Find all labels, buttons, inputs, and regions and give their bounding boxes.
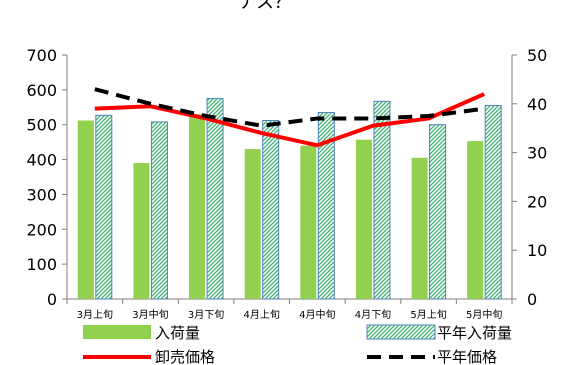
bar-avg-arrival	[429, 124, 447, 300]
y-left-tick-label: 700	[26, 46, 57, 65]
legend-label-avg-arrival: 平年入荷量	[437, 324, 512, 342]
bar-avg-arrival	[150, 121, 168, 300]
bar-arrival	[411, 157, 428, 299]
y-left-tick-label: 500	[26, 116, 57, 135]
bar-avg-arrival	[484, 105, 502, 300]
bar-avg-arrival	[262, 120, 280, 300]
x-tick-label: 4月中旬	[299, 308, 335, 321]
tick-labels: 0 100 200 300 400 500 600 700 0 10 20 30 40 50 3月上旬 3月中…	[26, 46, 547, 321]
x-tick-label: 3月上旬	[77, 308, 113, 321]
line-avg-price	[94, 87, 485, 128]
x-tick-label: 5月中旬	[466, 308, 502, 321]
y-right-tick-label: 20	[527, 192, 547, 211]
y-left-tick-label: 0	[47, 290, 57, 309]
legend-label-price: 卸売価格	[155, 348, 215, 365]
bar-arrival	[244, 149, 261, 299]
x-tick-label: 3月下旬	[188, 308, 224, 321]
chart-title-fragment: ナス？	[238, 0, 292, 13]
bar-arrival	[467, 141, 484, 299]
y-left-tick-label: 300	[26, 185, 57, 204]
bar-arrival	[189, 114, 206, 299]
y-right-tick-label: 10	[527, 241, 547, 260]
bar-arrival	[77, 120, 94, 299]
bar-avg-arrival	[206, 98, 224, 300]
x-tick-label: 4月上旬	[244, 308, 280, 321]
y-left-tick-label: 400	[26, 151, 57, 170]
bars	[77, 98, 502, 300]
bar-arrival	[355, 139, 372, 299]
line-wholesale-price	[94, 92, 485, 148]
lines	[94, 87, 485, 148]
y-right-tick-label: 50	[527, 46, 547, 65]
x-tick-label: 5月上旬	[410, 308, 446, 321]
y-right-tick-label: 0	[527, 290, 537, 309]
y-left-tick-label: 100	[26, 255, 57, 274]
legend-swatch-avg-arrival	[366, 324, 436, 340]
y-left-tick-label: 200	[26, 220, 57, 239]
y-right-tick-label: 40	[527, 95, 547, 114]
x-tick-label: 4月下旬	[355, 308, 391, 321]
x-tick-label: 3月中旬	[132, 308, 168, 321]
legend-label-arrival: 入荷量	[155, 324, 200, 342]
legend-swatch-arrival	[83, 325, 151, 339]
bar-avg-arrival	[317, 112, 335, 300]
y-right-tick-label: 30	[527, 144, 547, 163]
bar-arrival	[133, 163, 150, 299]
bar-arrival	[300, 145, 317, 299]
bar-avg-arrival	[373, 100, 391, 300]
y-left-tick-label: 600	[26, 81, 57, 100]
axes	[62, 54, 517, 304]
legend-label-avg-price: 平年価格	[437, 348, 497, 365]
bar-avg-arrival	[95, 114, 113, 300]
